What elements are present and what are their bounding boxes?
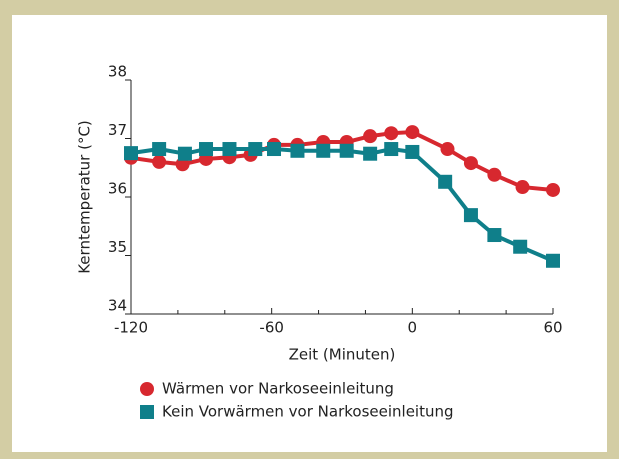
point	[384, 142, 399, 157]
x-tick-label: 0	[408, 319, 418, 337]
point	[152, 154, 167, 169]
legend-marker	[140, 382, 154, 396]
point	[124, 146, 138, 161]
point	[438, 174, 453, 189]
y-tick-label: 36	[108, 180, 127, 198]
legend-label: Wärmen vor Narkoseeinleitung	[162, 380, 394, 398]
point	[316, 143, 331, 158]
y-axis-label: Kerntemperatur (°C)	[76, 120, 94, 274]
point	[513, 239, 528, 254]
point	[267, 142, 282, 157]
point	[405, 144, 420, 159]
x-tick-label: -120	[114, 319, 148, 337]
point	[384, 126, 399, 141]
point	[487, 228, 502, 243]
point	[177, 146, 192, 161]
point	[152, 142, 167, 157]
point	[463, 208, 478, 223]
y-tick-label: 38	[108, 63, 127, 81]
point	[463, 156, 478, 171]
point	[546, 182, 560, 197]
y-tick-label: 37	[108, 121, 127, 139]
point	[363, 129, 378, 144]
point	[175, 157, 190, 172]
point	[405, 125, 420, 140]
point	[363, 146, 378, 161]
y-tick-label: 34	[108, 297, 127, 315]
point	[487, 167, 502, 182]
point	[248, 142, 263, 157]
panel	[12, 15, 607, 452]
legend-label: Kein Vorwärmen vor Narkoseeinleitung	[162, 403, 454, 421]
point	[546, 253, 560, 268]
y-tick-label: 35	[108, 238, 127, 256]
point	[440, 142, 455, 157]
point	[199, 142, 214, 157]
point	[290, 143, 305, 158]
point	[339, 143, 354, 158]
point	[222, 142, 237, 157]
x-tick-label: -60	[259, 319, 284, 337]
point	[515, 180, 530, 195]
x-axis-label: Zeit (Minuten)	[289, 346, 396, 364]
legend-marker	[140, 405, 154, 419]
x-tick-label: 60	[543, 319, 562, 337]
